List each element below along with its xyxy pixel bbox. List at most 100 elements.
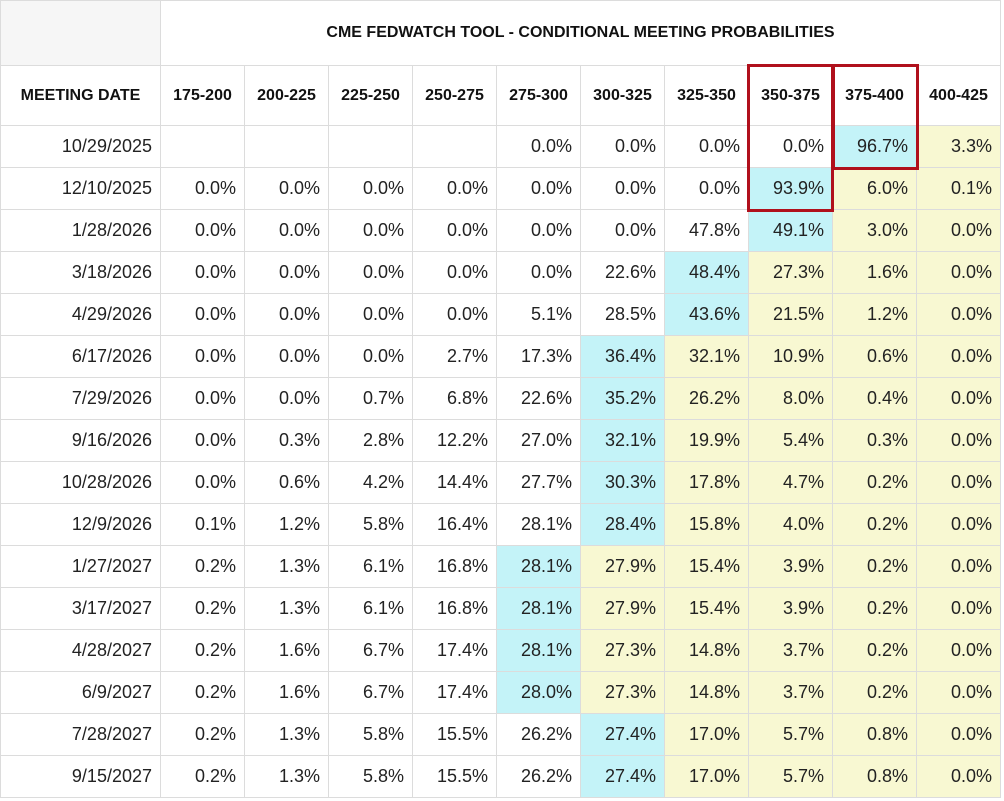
probability-cell: 6.0% — [833, 168, 917, 210]
column-header: 250-275 — [413, 66, 497, 126]
probability-cell — [161, 126, 245, 168]
probability-cell: 0.0% — [161, 252, 245, 294]
probability-cell: 0.0% — [917, 210, 1001, 252]
probability-cell: 0.0% — [413, 210, 497, 252]
column-header: 225-250 — [329, 66, 413, 126]
probability-cell: 5.7% — [749, 714, 833, 756]
probability-cell: 6.8% — [413, 378, 497, 420]
probability-cell: 1.3% — [245, 588, 329, 630]
probability-cell: 22.6% — [581, 252, 665, 294]
probability-cell: 17.3% — [497, 336, 581, 378]
probability-cell: 1.6% — [833, 252, 917, 294]
probability-cell: 26.2% — [497, 756, 581, 798]
probability-cell: 2.8% — [329, 420, 413, 462]
column-header: 200-225 — [245, 66, 329, 126]
probability-cell: 5.8% — [329, 504, 413, 546]
probability-cell: 32.1% — [665, 336, 749, 378]
probability-cell: 5.7% — [749, 756, 833, 798]
column-header: 175-200 — [161, 66, 245, 126]
probability-cell: 5.1% — [497, 294, 581, 336]
probability-cell: 3.0% — [833, 210, 917, 252]
meeting-date: 7/28/2027 — [0, 714, 161, 756]
probability-cell: 0.0% — [161, 378, 245, 420]
probability-cell: 49.1% — [749, 210, 833, 252]
probability-cell: 0.0% — [917, 420, 1001, 462]
column-header: MEETING DATE — [0, 66, 161, 126]
meeting-date: 1/28/2026 — [0, 210, 161, 252]
probability-cell: 27.4% — [581, 756, 665, 798]
probability-cell: 0.0% — [329, 336, 413, 378]
probability-cell: 17.0% — [665, 714, 749, 756]
probability-cell: 0.0% — [581, 126, 665, 168]
probability-cell: 0.8% — [833, 714, 917, 756]
probability-cell: 0.1% — [161, 504, 245, 546]
probability-cell: 0.7% — [329, 378, 413, 420]
column-header: 400-425 — [917, 66, 1001, 126]
probability-cell: 0.0% — [329, 168, 413, 210]
probability-cell: 47.8% — [665, 210, 749, 252]
probability-cell — [245, 126, 329, 168]
probability-cell: 0.0% — [329, 294, 413, 336]
probability-cell: 0.0% — [917, 336, 1001, 378]
probability-cell: 17.8% — [665, 462, 749, 504]
probability-cell: 14.8% — [665, 630, 749, 672]
probability-cell: 0.2% — [161, 588, 245, 630]
probability-cell: 0.0% — [497, 210, 581, 252]
probability-cell: 0.2% — [161, 672, 245, 714]
probability-cell: 0.0% — [917, 462, 1001, 504]
probability-cell: 6.1% — [329, 546, 413, 588]
probability-cell: 4.0% — [749, 504, 833, 546]
probability-cell: 28.1% — [497, 546, 581, 588]
probability-cell: 93.9% — [749, 168, 833, 210]
probability-cell: 0.0% — [917, 504, 1001, 546]
probability-cell: 0.0% — [917, 672, 1001, 714]
meeting-date: 4/28/2027 — [0, 630, 161, 672]
probability-cell: 0.8% — [833, 756, 917, 798]
probability-cell: 0.0% — [917, 294, 1001, 336]
probability-cell: 2.7% — [413, 336, 497, 378]
probability-cell: 0.3% — [245, 420, 329, 462]
probability-cell: 0.2% — [161, 714, 245, 756]
probability-cell: 3.9% — [749, 546, 833, 588]
meeting-date: 6/9/2027 — [0, 672, 161, 714]
probability-cell: 0.0% — [161, 420, 245, 462]
meeting-date: 10/28/2026 — [0, 462, 161, 504]
meeting-date: 12/10/2025 — [0, 168, 161, 210]
probability-cell: 0.0% — [245, 336, 329, 378]
probability-cell: 0.0% — [665, 168, 749, 210]
probability-cell: 1.3% — [245, 756, 329, 798]
probability-cell: 17.4% — [413, 672, 497, 714]
probability-cell: 0.0% — [329, 210, 413, 252]
highlight-box — [747, 64, 834, 212]
probability-cell: 43.6% — [665, 294, 749, 336]
probability-cell: 3.7% — [749, 630, 833, 672]
probability-cell: 27.3% — [581, 630, 665, 672]
probability-cell: 28.1% — [497, 630, 581, 672]
probability-cell: 0.0% — [161, 294, 245, 336]
probability-cell: 0.0% — [917, 588, 1001, 630]
meeting-date: 3/17/2027 — [0, 588, 161, 630]
probability-cell: 27.9% — [581, 588, 665, 630]
probability-cell: 0.4% — [833, 378, 917, 420]
probability-cell: 14.8% — [665, 672, 749, 714]
probability-cell: 0.0% — [581, 168, 665, 210]
probability-cell — [329, 126, 413, 168]
probability-cell: 28.4% — [581, 504, 665, 546]
probability-cell: 19.9% — [665, 420, 749, 462]
meeting-date: 12/9/2026 — [0, 504, 161, 546]
probability-cell: 0.0% — [161, 168, 245, 210]
probability-cell: 27.0% — [497, 420, 581, 462]
meeting-date: 10/29/2025 — [0, 126, 161, 168]
probability-cell: 21.5% — [749, 294, 833, 336]
meeting-date: 1/27/2027 — [0, 546, 161, 588]
probability-cell: 1.6% — [245, 630, 329, 672]
meeting-date: 3/18/2026 — [0, 252, 161, 294]
probability-cell: 6.7% — [329, 630, 413, 672]
meeting-date: 7/29/2026 — [0, 378, 161, 420]
probability-cell: 5.8% — [329, 714, 413, 756]
probability-cell: 0.0% — [161, 336, 245, 378]
probability-cell: 15.5% — [413, 756, 497, 798]
probability-cell: 3.3% — [917, 126, 1001, 168]
probability-cell: 15.4% — [665, 588, 749, 630]
probability-cell: 0.0% — [497, 126, 581, 168]
